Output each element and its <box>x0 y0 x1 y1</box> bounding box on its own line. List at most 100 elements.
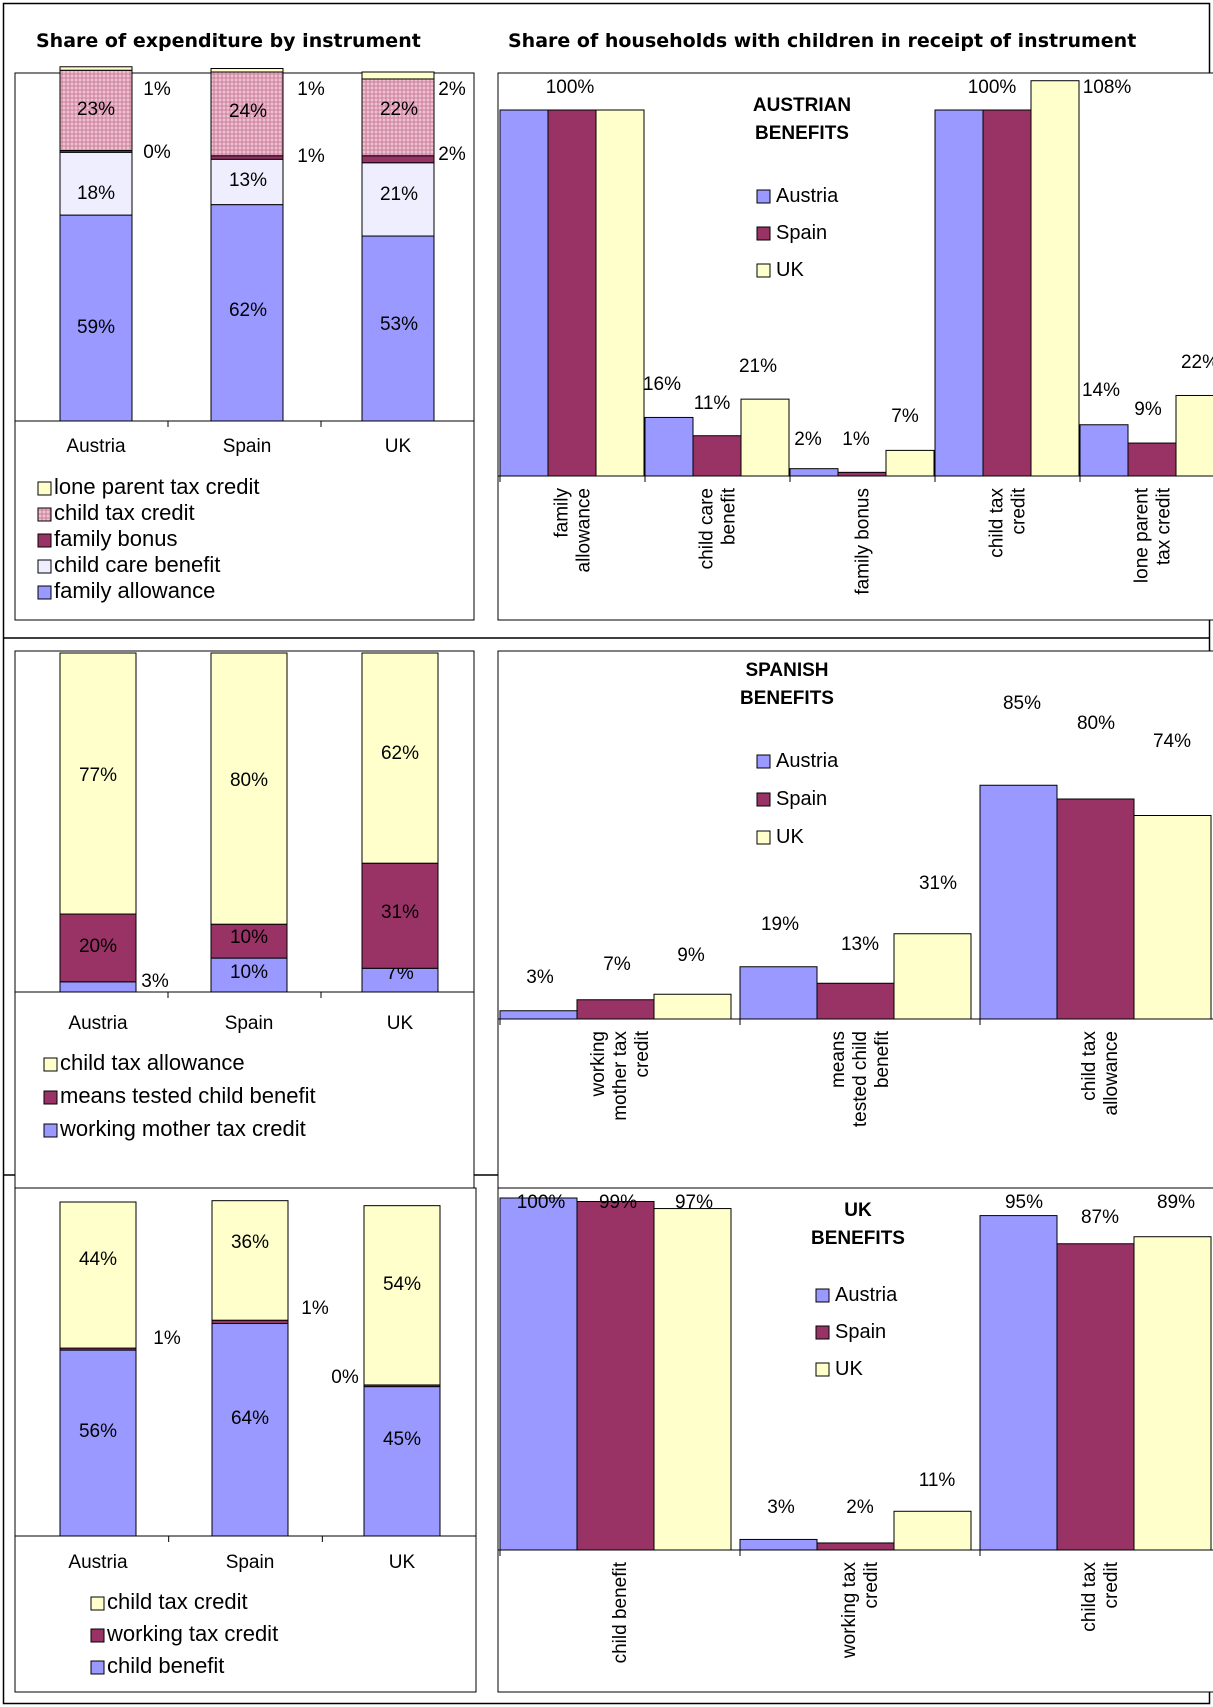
bar-working-mother-tax-credit-austria <box>499 1010 578 1020</box>
bar-child-care-benefit-spain <box>692 435 742 477</box>
legend-label-child-tax-allowance: child tax allowance <box>60 1050 245 1075</box>
bar-child-tax-allowance-uk <box>1133 815 1212 1020</box>
category-label-child-tax-credit: child taxcredit <box>987 487 1030 557</box>
legend-label-child-care-benefit: child care benefit <box>54 552 220 577</box>
category-label-line: benefit <box>872 1030 893 1088</box>
legend-swatch-family-bonus <box>37 533 52 548</box>
data-label-means-tested-child-benefit-austria: 19% <box>761 914 799 935</box>
data-label-uk-lone-parent-tax-credit: 2% <box>438 79 466 100</box>
bar-austria-means-tested-child-benefit <box>59 913 137 983</box>
bar-child-tax-credit-spain <box>1056 1243 1135 1551</box>
data-label-child-care-benefit-spain: 11% <box>694 393 731 414</box>
data-label-uk-means-tested-child-benefit: 31% <box>381 902 419 923</box>
legend-swatch-child-benefit <box>90 1660 105 1675</box>
bar-austria-child-tax-credit <box>59 69 133 152</box>
bar-uk-family-bonus <box>361 155 435 164</box>
bar-spain-family-allowance <box>210 204 284 422</box>
bar-lone-parent-tax-credit-uk <box>1175 394 1213 477</box>
legend-label-uk: UK <box>835 1358 863 1380</box>
legend-swatch-uk <box>756 830 771 845</box>
stacked-chart-1: 59% 18% 0% 23% 1% Austria 62% 13% 1% 24% 1% Spain 53… <box>14 66 475 621</box>
data-label-child-tax-credit-uk: 89% <box>1157 1192 1195 1213</box>
legend-swatch-spain <box>815 1325 830 1340</box>
bar-austria-lone-parent-tax-credit <box>59 66 133 71</box>
bar-austria-child-tax-allowance <box>59 652 137 915</box>
legend-swatch-child-care-benefit <box>37 559 52 574</box>
bar-working-tax-credit-uk <box>893 1510 972 1551</box>
data-label-family-bonus-uk: 7% <box>891 406 919 427</box>
legend-swatch-working-tax-credit <box>90 1628 105 1643</box>
bar-uk-child-benefit <box>363 1386 441 1537</box>
legend-label-family-allowance: family allowance <box>54 578 215 603</box>
data-label-child-tax-allowance-uk: 74% <box>1153 731 1191 752</box>
legend-label-spain: Spain <box>835 1321 886 1343</box>
category-label-line: working <box>588 1031 609 1097</box>
category-label-line: family <box>552 488 573 538</box>
data-label-means-tested-child-benefit-uk: 31% <box>919 873 957 894</box>
data-label-spain-family-bonus: 1% <box>297 146 325 167</box>
chart-title-line: SPANISH <box>745 660 828 681</box>
legend-swatch-child-tax-credit <box>37 507 52 522</box>
category-label-austria: Austria <box>66 436 126 457</box>
chart-title-line: BENEFITS <box>755 123 849 144</box>
legend-swatch-means-tested-child-benefit <box>43 1090 58 1105</box>
category-label-line: credit <box>632 1030 653 1077</box>
bar-working-tax-credit-spain <box>816 1542 895 1551</box>
legend-swatch-working-mother-tax-credit <box>43 1123 58 1138</box>
data-label-spain-family-allowance: 62% <box>229 300 267 321</box>
data-label-lone-parent-tax-credit-uk: 22% <box>1181 352 1213 373</box>
bar-spain-family-bonus <box>210 155 284 160</box>
legend-label-uk: UK <box>776 826 804 848</box>
category-label-uk: UK <box>389 1552 416 1573</box>
bar-family-bonus-uk <box>885 449 935 477</box>
bar-uk-child-tax-allowance <box>361 652 439 864</box>
data-label-child-care-benefit-austria: 16% <box>643 374 681 395</box>
category-label-line: mother tax <box>610 1031 631 1121</box>
bar-uk-family-allowance <box>361 235 435 422</box>
bar-child-benefit-spain <box>576 1201 655 1551</box>
category-label-uk: UK <box>385 436 412 457</box>
legend-label-austria: Austria <box>776 185 839 207</box>
data-label-child-tax-credit-austria: 100% <box>968 77 1017 98</box>
category-label-lone-parent-tax-credit: lone parenttax credit <box>1132 487 1175 583</box>
category-label-family-bonus: family bonus <box>853 488 874 595</box>
data-label-spain-child-tax-credit: 36% <box>231 1232 269 1253</box>
data-label-austria-means-tested-child-benefit: 20% <box>79 936 117 957</box>
data-label-uk-child-tax-allowance: 62% <box>381 743 419 764</box>
bar-uk-means-tested-child-benefit <box>361 862 439 969</box>
data-label-lone-parent-tax-credit-austria: 14% <box>1082 380 1120 401</box>
legend-label-child-tax-credit: child tax credit <box>54 500 195 525</box>
category-label-line: child tax <box>1079 1031 1100 1101</box>
category-label-family-allowance: familyallowance <box>552 488 595 573</box>
legend-swatch-spain <box>756 226 771 241</box>
data-label-child-tax-credit-spain: 87% <box>1081 1207 1119 1228</box>
data-label-means-tested-child-benefit-spain: 13% <box>841 934 879 955</box>
data-label-spain-child-care-benefit: 13% <box>229 170 267 191</box>
data-label-spain-child-tax-credit: 24% <box>229 101 267 122</box>
data-label-working-mother-tax-credit-austria: 3% <box>526 967 554 988</box>
bar-lone-parent-tax-credit-spain <box>1127 442 1177 477</box>
bar-child-tax-credit-austria <box>934 109 984 477</box>
category-label-line: child care <box>697 488 718 569</box>
data-label-working-tax-credit-spain: 2% <box>846 1497 874 1518</box>
bar-child-tax-allowance-austria <box>979 784 1058 1020</box>
data-label-spain-means-tested-child-benefit: 10% <box>230 927 268 948</box>
category-label-line: tax credit <box>1154 487 1175 565</box>
bar-means-tested-child-benefit-uk <box>893 933 972 1020</box>
data-label-child-benefit-spain: 99% <box>599 1192 637 1213</box>
legend-swatch-austria <box>756 754 771 769</box>
legend-label-working-mother-tax-credit: working mother tax credit <box>59 1116 306 1141</box>
legend-label-spain: Spain <box>776 788 827 810</box>
bar-working-tax-credit-austria <box>739 1538 818 1551</box>
category-label-line: benefit <box>719 487 740 545</box>
chart-title-line: BENEFITS <box>740 688 834 709</box>
data-label-austria-child-benefit: 56% <box>79 1421 117 1442</box>
bar-child-care-benefit-austria <box>644 416 694 477</box>
chart-title-line: BENEFITS <box>811 1228 905 1249</box>
data-label-family-bonus-spain: 1% <box>842 429 870 450</box>
bar-means-tested-child-benefit-spain <box>816 982 895 1020</box>
data-label-uk-working-tax-credit: 0% <box>331 1367 359 1388</box>
legend-label-means-tested-child-benefit: means tested child benefit <box>60 1083 316 1108</box>
bar-working-mother-tax-credit-uk <box>653 993 732 1020</box>
